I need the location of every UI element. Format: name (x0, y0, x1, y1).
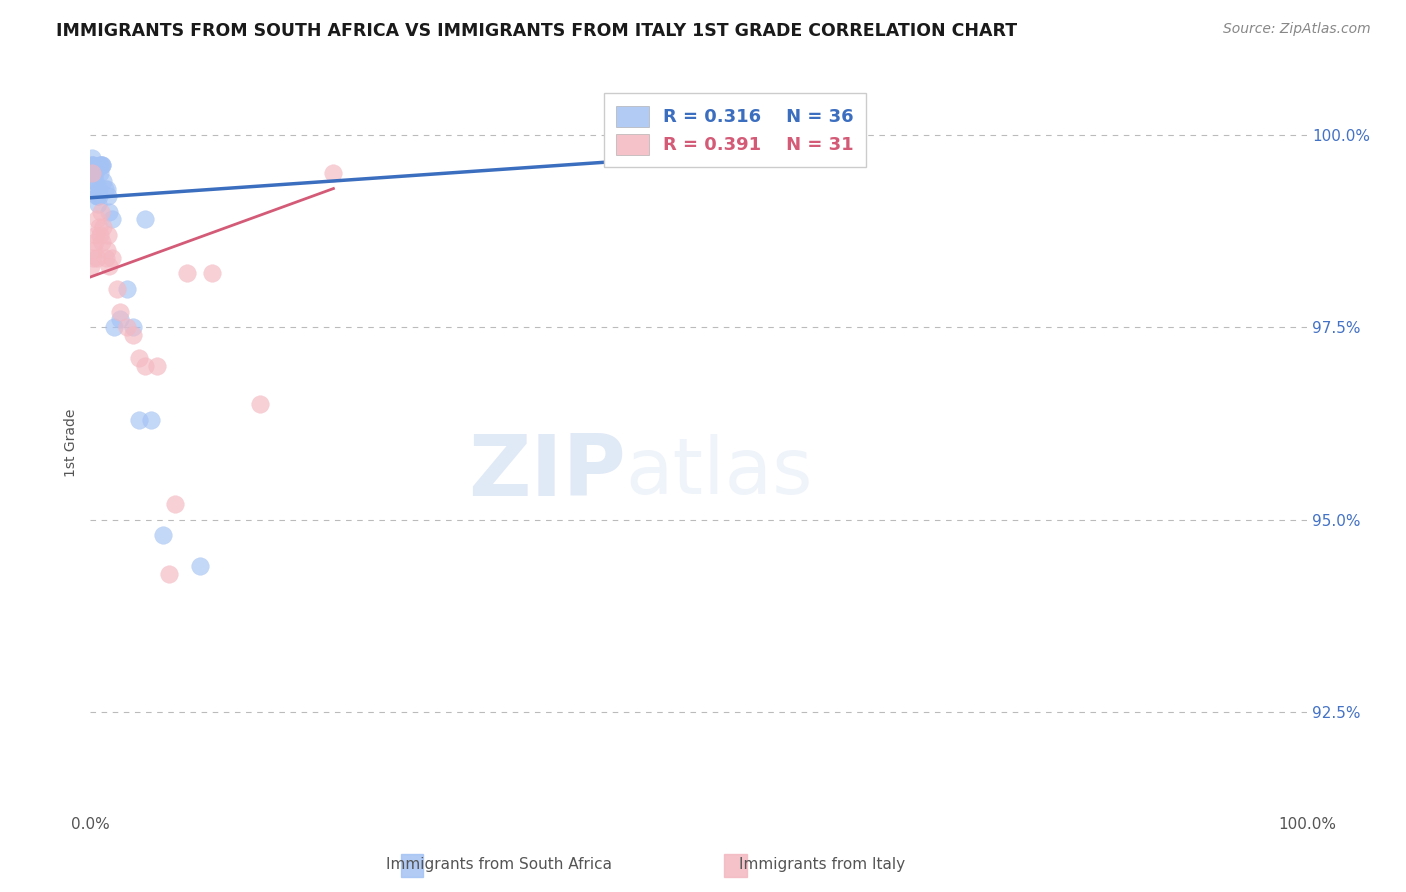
Point (110, 305, 132, 319)
Point (89, 158, 111, 172)
Point (157, 566, 180, 581)
Point (249, 397, 271, 411)
Point (90, 158, 112, 172)
Point (87, 197, 110, 211)
Point (83, 166, 105, 180)
Point (188, 559, 211, 574)
Point (121, 327, 143, 342)
Text: IMMIGRANTS FROM SOUTH AFRICA VS IMMIGRANTS FROM ITALY 1ST GRADE CORRELATION CHAR: IMMIGRANTS FROM SOUTH AFRICA VS IMMIGRAN… (56, 22, 1018, 40)
Point (82, 158, 104, 172)
Point (84, 174, 107, 188)
Text: ZIP: ZIP (468, 431, 626, 514)
Point (96, 181, 118, 195)
Point (134, 212, 156, 227)
Point (87, 181, 110, 195)
Point (115, 282, 138, 296)
Point (91, 235, 114, 250)
Point (96, 243, 118, 257)
Text: Immigrants from Italy: Immigrants from Italy (740, 857, 905, 872)
Point (93, 174, 115, 188)
Point (146, 359, 169, 373)
Point (322, 166, 344, 180)
Point (80, 166, 103, 180)
Point (82, 158, 104, 172)
Point (90, 204, 112, 219)
Point (80, 259, 103, 273)
Point (80, 158, 103, 172)
Point (82, 166, 104, 180)
Point (165, 497, 187, 511)
Point (82, 151, 104, 165)
Point (105, 282, 128, 296)
Point (83, 243, 105, 257)
Point (93, 220, 115, 235)
Point (121, 320, 143, 334)
Text: Source: ZipAtlas.com: Source: ZipAtlas.com (1223, 22, 1371, 37)
Point (97, 227, 120, 242)
Point (86, 189, 108, 203)
Point (86, 251, 108, 265)
Point (134, 359, 156, 373)
Point (115, 320, 138, 334)
Point (83, 174, 105, 188)
Point (176, 266, 198, 280)
Point (128, 351, 150, 365)
Point (94, 251, 117, 265)
Point (101, 251, 124, 265)
Point (89, 189, 111, 203)
Point (89, 227, 111, 242)
Point (84, 181, 107, 195)
Point (152, 528, 174, 542)
Point (128, 412, 150, 426)
Point (748, 143, 770, 157)
Point (83, 166, 105, 180)
Point (86, 189, 108, 203)
Point (87, 220, 110, 235)
Legend: R = 0.316    N = 36, R = 0.391    N = 31: R = 0.316 N = 36, R = 0.391 N = 31 (603, 93, 866, 168)
Point (139, 412, 162, 426)
Point (110, 312, 132, 326)
Point (201, 266, 224, 280)
Point (89, 166, 111, 180)
Point (98, 259, 121, 273)
Text: atlas: atlas (626, 434, 813, 510)
Point (82, 251, 104, 265)
Point (103, 320, 125, 334)
Point (97, 189, 120, 203)
Point (83, 235, 105, 250)
Point (93, 181, 115, 195)
Point (86, 212, 108, 227)
Point (84, 227, 107, 242)
Point (98, 204, 121, 219)
Point (101, 212, 124, 227)
Y-axis label: 1st Grade: 1st Grade (65, 409, 79, 477)
Point (91, 158, 114, 172)
Point (90, 158, 112, 172)
Text: Immigrants from South Africa: Immigrants from South Africa (387, 857, 612, 872)
